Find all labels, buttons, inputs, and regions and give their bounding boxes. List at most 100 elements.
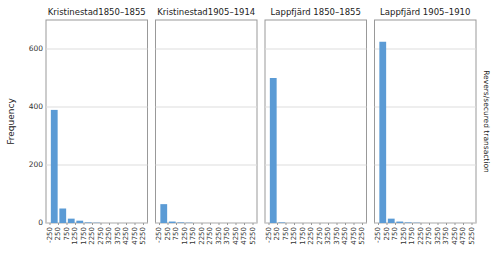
bars xyxy=(160,204,192,223)
panel-title: Lappfjärd 1850–1855 xyxy=(271,7,361,17)
x-tick-label: 2250 xyxy=(198,227,206,245)
x-tick xyxy=(58,223,59,225)
grid-line xyxy=(156,107,258,108)
x-tick-label: 250 xyxy=(164,227,172,240)
x-tick xyxy=(176,223,177,225)
x-tick-label: 750 xyxy=(172,227,180,240)
bar xyxy=(413,222,420,223)
x-tick-label: 250 xyxy=(383,227,391,240)
bar xyxy=(59,209,66,224)
x-tick-label: 4250 xyxy=(122,227,130,245)
side-label: Revers/secured transaction xyxy=(482,70,491,173)
x-tick-label: 2250 xyxy=(88,227,96,245)
x-tick xyxy=(193,223,194,225)
bar xyxy=(456,223,463,224)
bar xyxy=(338,223,345,224)
bar xyxy=(304,223,311,224)
x-tick xyxy=(429,223,430,225)
grid-line xyxy=(46,107,148,108)
x-tick xyxy=(337,223,338,225)
x-tick-label: -250 xyxy=(155,227,163,243)
x-tick xyxy=(244,223,245,225)
x-tick-label: -250 xyxy=(265,227,273,243)
x-tick-label: 1750 xyxy=(189,227,197,245)
bar xyxy=(396,222,403,223)
x-tick-label: 250 xyxy=(54,227,62,240)
x-tick-label: 4750 xyxy=(240,227,248,245)
y-axis-label: Frequency xyxy=(6,98,16,145)
y-tick-label: 400 xyxy=(29,102,44,111)
x-tick xyxy=(84,223,85,225)
x-tick xyxy=(286,223,287,225)
bar xyxy=(439,223,446,224)
x-tick xyxy=(387,223,388,225)
grid-line xyxy=(375,165,477,166)
x-tick xyxy=(253,223,254,225)
x-tick-label: -250 xyxy=(374,227,382,243)
grid-line xyxy=(265,223,367,224)
chart: -250250750125017502250275032503750425047… xyxy=(0,0,500,265)
bar xyxy=(203,223,210,224)
bar xyxy=(379,42,386,223)
x-tick-label: 2250 xyxy=(417,227,425,245)
x-tick-label: 4250 xyxy=(341,227,349,245)
x-tick-label: 1750 xyxy=(80,227,88,245)
x-tick-label: 250 xyxy=(273,227,281,240)
bar xyxy=(136,223,143,224)
panel: -250250750125017502250275032503750425047… xyxy=(155,7,257,245)
bar xyxy=(93,222,100,223)
grid-line xyxy=(375,49,477,50)
y-tick-label: 600 xyxy=(29,44,44,53)
x-tick xyxy=(345,223,346,225)
bar xyxy=(177,222,184,223)
x-tick-label: 3750 xyxy=(223,227,231,245)
x-tick-label: 3250 xyxy=(215,227,223,245)
bar xyxy=(194,223,201,224)
x-tick xyxy=(269,223,270,225)
bar xyxy=(110,223,117,224)
x-tick xyxy=(101,223,102,225)
x-tick xyxy=(378,223,379,225)
bar xyxy=(422,223,429,224)
grid-line xyxy=(265,107,367,108)
bar xyxy=(346,223,353,224)
x-tick xyxy=(472,223,473,225)
x-tick-label: 2250 xyxy=(307,227,315,245)
panel-title: Kristinestad1905–1914 xyxy=(157,7,255,17)
x-tick xyxy=(75,223,76,225)
x-tick xyxy=(412,223,413,225)
bar xyxy=(355,223,362,224)
x-tick xyxy=(210,223,211,225)
bar xyxy=(245,223,252,224)
bar xyxy=(321,223,328,224)
x-tick-label: 1250 xyxy=(400,227,408,245)
x-tick-label: 2750 xyxy=(206,227,214,245)
x-tick xyxy=(135,223,136,225)
x-tick-label: 750 xyxy=(63,227,71,240)
grid-line xyxy=(265,165,367,166)
bar xyxy=(228,223,235,224)
panel: -250250750125017502250275032503750425047… xyxy=(265,7,367,245)
x-tick xyxy=(67,223,68,225)
bar xyxy=(430,223,437,224)
x-tick xyxy=(446,223,447,225)
bars xyxy=(51,110,100,223)
x-tick-label: 4250 xyxy=(451,227,459,245)
panel-title: Kristinestad1850–1855 xyxy=(48,7,146,17)
bar xyxy=(102,223,109,224)
bar xyxy=(160,204,167,223)
x-tick xyxy=(118,223,119,225)
x-tick-label: 3250 xyxy=(434,227,442,245)
x-tick xyxy=(277,223,278,225)
bars xyxy=(379,42,420,223)
grid-line xyxy=(156,165,258,166)
x-tick xyxy=(202,223,203,225)
grid-line xyxy=(46,165,148,166)
bar xyxy=(270,78,277,223)
x-tick-label: 2750 xyxy=(316,227,324,245)
bar xyxy=(295,223,302,224)
grid-line xyxy=(156,223,258,224)
bar xyxy=(85,222,92,223)
y-tick-label: 200 xyxy=(29,160,44,169)
x-tick-label: 5250 xyxy=(468,227,476,245)
